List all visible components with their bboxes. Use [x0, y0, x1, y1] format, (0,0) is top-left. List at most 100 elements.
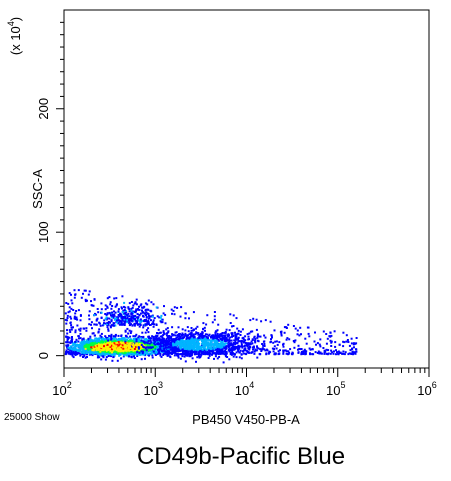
data-point [95, 340, 98, 343]
data-point [145, 337, 148, 340]
data-point [172, 339, 175, 342]
data-point [250, 351, 253, 354]
data-point [154, 343, 157, 346]
data-point [90, 353, 93, 356]
figure-caption: CD49b-Pacific Blue [137, 443, 345, 470]
data-point [79, 337, 82, 340]
data-point [322, 347, 325, 349]
data-point [254, 339, 256, 342]
data-point [151, 356, 154, 359]
data-point [177, 356, 180, 359]
data-point [110, 338, 113, 341]
data-point [91, 332, 94, 335]
y-axis-multiplier: (x 104) [6, 17, 23, 55]
data-point [70, 349, 73, 352]
data-point [109, 340, 112, 342]
data-point [142, 319, 145, 322]
data-point [193, 342, 196, 345]
data-point [159, 316, 162, 319]
data-point [263, 348, 266, 351]
data-point [96, 352, 99, 355]
data-point [112, 356, 115, 359]
data-point [135, 353, 138, 356]
data-point [79, 329, 82, 332]
data-point [192, 311, 195, 314]
data-point [200, 335, 203, 338]
data-point [141, 309, 143, 312]
data-point [345, 340, 348, 343]
data-point [152, 319, 155, 322]
data-point [138, 351, 141, 354]
data-point [262, 344, 265, 347]
data-point [229, 336, 232, 339]
data-point [153, 342, 156, 345]
data-point [124, 351, 127, 354]
data-point [138, 320, 141, 322]
data-point [109, 350, 112, 353]
data-point [132, 353, 135, 356]
data-point [93, 351, 96, 354]
data-point [148, 316, 151, 319]
data-point [139, 312, 142, 315]
data-point [238, 346, 241, 349]
data-point [111, 314, 114, 317]
data-point [241, 328, 244, 331]
data-point [286, 337, 289, 340]
data-point [111, 305, 114, 307]
data-point [293, 346, 296, 349]
data-point [300, 352, 303, 354]
data-point [115, 297, 118, 300]
data-point [100, 341, 103, 343]
data-point [213, 342, 216, 345]
data-point [176, 340, 179, 343]
data-point [188, 342, 191, 344]
data-point [94, 313, 97, 316]
data-point [231, 352, 233, 355]
data-point [166, 339, 169, 342]
data-point [115, 304, 118, 307]
data-point [176, 349, 179, 352]
data-point [73, 351, 76, 353]
data-point [146, 342, 149, 345]
data-point [212, 337, 215, 340]
data-point [163, 340, 166, 343]
data-point [210, 348, 213, 351]
data-point [182, 349, 185, 352]
data-point [265, 353, 268, 356]
data-point [323, 352, 326, 355]
data-point [224, 355, 227, 358]
data-point [300, 333, 302, 336]
data-point [160, 338, 163, 341]
data-point [135, 333, 138, 336]
data-point [282, 352, 285, 355]
data-point [167, 354, 170, 357]
data-point [93, 298, 96, 301]
data-point [83, 344, 86, 347]
data-point [128, 319, 131, 322]
data-point [165, 328, 168, 331]
data-point [192, 333, 195, 336]
data-point [102, 340, 104, 343]
data-point [153, 337, 156, 340]
data-point [183, 347, 185, 350]
data-point [111, 340, 114, 343]
data-point [130, 342, 132, 345]
data-point [114, 345, 117, 348]
data-point [99, 349, 102, 352]
data-point [157, 341, 160, 343]
data-point [87, 343, 90, 346]
data-point [224, 340, 227, 343]
data-point [172, 350, 175, 353]
data-point [122, 315, 125, 318]
data-point [204, 337, 207, 340]
data-point [274, 340, 277, 343]
data-point [162, 334, 165, 336]
data-point [142, 324, 145, 327]
data-point [247, 347, 250, 350]
data-point [165, 348, 168, 351]
data-point [123, 305, 125, 308]
data-point [132, 335, 135, 338]
data-point [91, 340, 94, 343]
data-point [105, 336, 108, 339]
data-point [231, 345, 234, 348]
